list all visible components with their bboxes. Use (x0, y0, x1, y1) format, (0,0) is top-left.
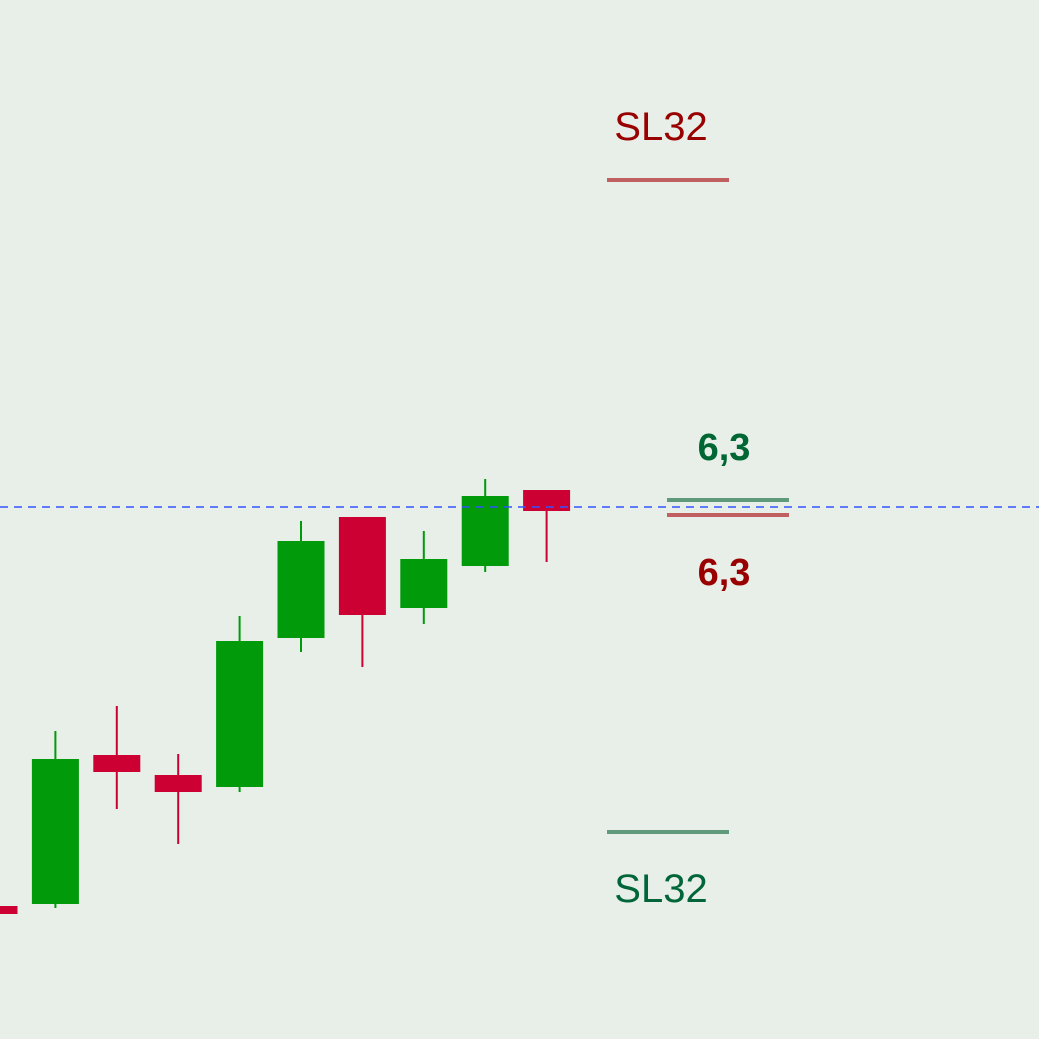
candle-body-bearish (338, 517, 386, 615)
candle-body-bullish (216, 641, 264, 787)
upper-stop-loss-label: SL32 (614, 105, 707, 149)
candle-body-bearish (523, 490, 571, 511)
candle-body-bullish (400, 559, 448, 608)
candle-body-bearish (154, 775, 202, 792)
candle-body-bearish (0, 906, 18, 914)
candles-group (0, 479, 571, 914)
upper-target-label: 6,3 (698, 427, 751, 469)
candle-body-bullish (31, 759, 79, 904)
lower-stop-loss-label: SL32 (614, 867, 707, 911)
candle-body-bearish (93, 755, 141, 772)
candle-body-bullish (277, 541, 325, 638)
lower-target-label: 6,3 (698, 552, 751, 594)
